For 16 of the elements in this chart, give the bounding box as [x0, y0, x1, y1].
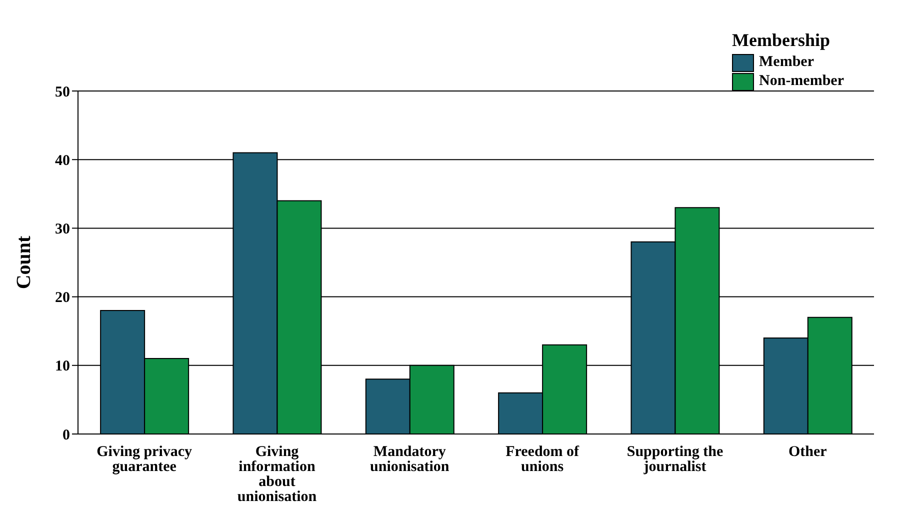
legend-label: Non-member	[758, 72, 844, 91]
x-tick-label: Supporting the journalist	[626, 444, 724, 475]
x-tick-label: Mandatory unionisation	[370, 444, 450, 475]
y-tick-label: 30	[55, 222, 70, 238]
y-tick-label: 40	[55, 152, 70, 169]
legend-label: Member	[758, 53, 815, 72]
y-axis-title: Count	[13, 235, 36, 290]
y-tick-label: 10	[55, 358, 70, 375]
y-tick-label: 50	[55, 84, 70, 100]
x-tick-label: Giving privacy guarantee	[96, 444, 193, 475]
y-tick-label: 20	[55, 290, 70, 306]
x-tick-label: Freedom of unions	[506, 444, 580, 475]
y-tick-label: 0	[62, 427, 70, 444]
x-tick-label: Giving information about unionisation	[237, 444, 318, 505]
legend-title: Membership	[732, 30, 832, 51]
x-tick-label: Other	[788, 444, 828, 460]
